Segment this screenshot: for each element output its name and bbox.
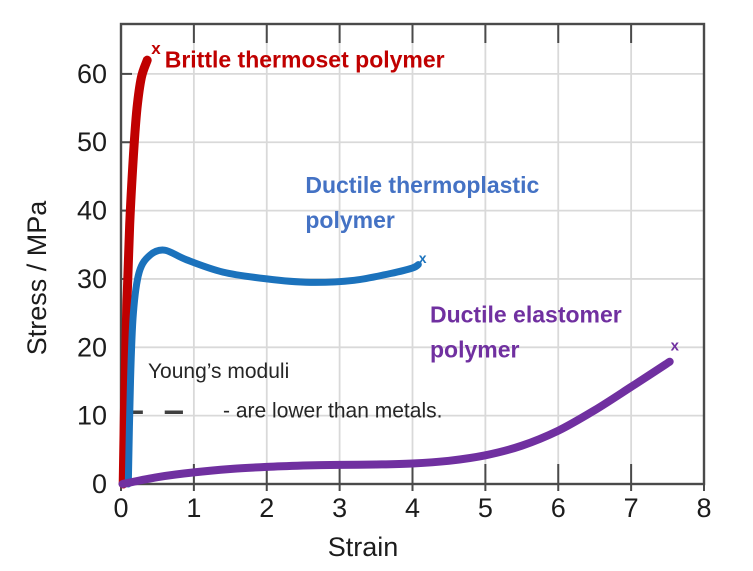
series-label-brittle-thermoset: Brittle thermoset polymer	[165, 47, 445, 73]
y-tick-label-10: 10	[77, 401, 107, 431]
x-tick-label-3: 3	[332, 493, 347, 523]
series-label-ductile-thermoplastic: Ductile thermoplastic polymer	[305, 172, 539, 233]
series-line-ductile-elastomer	[118, 357, 674, 488]
series-end-marker-ductile-thermoplastic: x	[419, 250, 427, 266]
series-end-marker-brittle-thermoset: x	[151, 39, 161, 58]
y-tick-label-60: 60	[77, 59, 107, 89]
annotation-text-1: - are lower than metals.	[223, 400, 442, 423]
annotation-text-0: Young’s moduli	[148, 360, 289, 383]
y-axis-label: Stress / MPa	[22, 200, 52, 356]
x-tick-label-7: 7	[624, 493, 639, 523]
y-tick-label-0: 0	[92, 469, 107, 499]
x-tick-label-1: 1	[186, 493, 201, 523]
x-tick-label-0: 0	[113, 493, 128, 523]
x-tick-label-5: 5	[478, 493, 493, 523]
series-end-marker-ductile-elastomer: x	[671, 338, 680, 355]
y-tick-label-30: 30	[77, 264, 107, 294]
series-line-ductile-thermoplastic	[124, 246, 422, 488]
y-tick-label-50: 50	[77, 127, 107, 157]
x-axis-label: Strain	[328, 532, 399, 562]
x-tick-label-6: 6	[551, 493, 566, 523]
series-label-ductile-elastomer: Ductile elastomer polymer	[430, 302, 622, 363]
y-tick-label-20: 20	[77, 332, 107, 362]
y-tick-label-40: 40	[77, 196, 107, 226]
x-tick-label-4: 4	[405, 493, 420, 523]
x-tick-label-2: 2	[259, 493, 274, 523]
x-tick-label-8: 8	[696, 493, 711, 523]
series-line-brittle-thermoset	[118, 55, 152, 489]
